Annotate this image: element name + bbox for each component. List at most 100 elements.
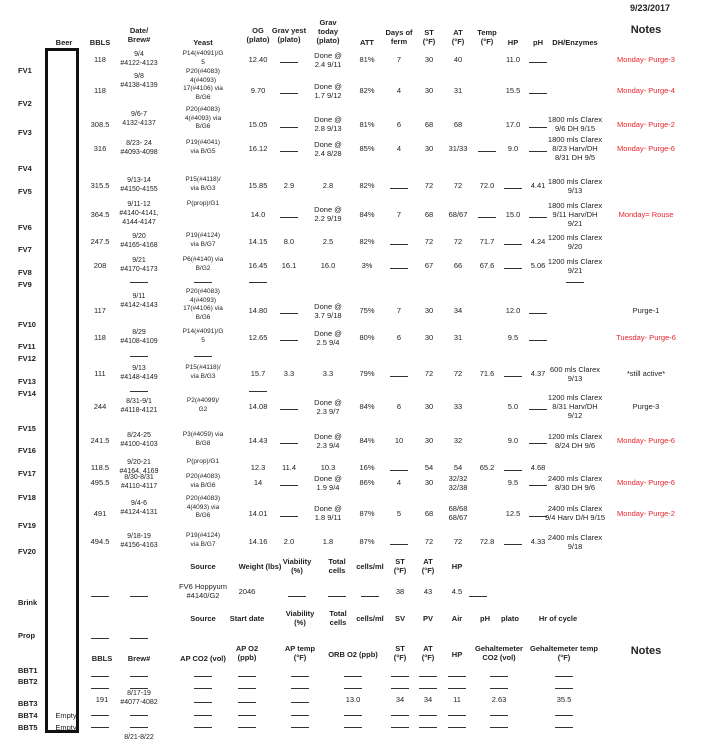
bbls-header: BBLS [89,38,111,47]
grav-today-cell: 16.0 [320,261,336,270]
prop-source-header: Source [190,614,216,623]
blank-line [555,676,573,677]
bbt3-at: 34 [423,695,433,704]
att-cell: 16% [359,463,375,472]
brew-cell: 9/13 #4148-4149 [120,365,158,381]
blank-line [194,702,212,703]
blank-line [448,727,466,728]
yeast-header: Yeast [193,38,213,47]
grav-yest-cell [280,151,298,152]
grav-yest-cell: 16.1 [281,261,297,270]
og-cell: 14.01 [248,508,268,518]
brink-at-header: AT (°F) [421,557,435,575]
temp-cell: 71.6 [479,369,495,378]
note-cell: Monday- Purge-2 [617,508,675,518]
st-cell: 30 [424,86,434,95]
grav-today-cell: Done @2.5 9/4 [314,328,342,347]
grav-yest-cell: 8.0 [283,237,295,246]
att-cell: 79% [359,369,375,378]
bbls-cell: 491 [93,508,107,518]
at-cell: 31/33 [448,144,468,153]
temp-cell: 72.0 [479,181,495,190]
hp-cell [504,188,522,189]
days-cell: 7 [396,55,402,64]
att-cell: 84% [359,402,375,411]
dh-cell: 1800 mls Clarex 8/23 Harv/DH 8/31 DH 9/5 [547,135,603,162]
brink-hp: 4.5 [451,587,463,596]
grav-today-cell: Done @2.3 9/7 [314,397,342,416]
fv-label: FV7 [18,245,32,254]
blank-line [238,715,256,716]
blank-line [291,702,309,703]
hp-cell: 12.5 [505,508,521,518]
bbls-cell: 111 [94,369,106,378]
brew-cell: 9/21 #4170-4173 [120,257,158,273]
og-cell: 12.40 [248,55,268,64]
bbt-gt-header: Gehaltemeter temp (°F) [530,644,598,662]
note-cell: Monday- Purge-6 [617,478,675,487]
grav-today-cell: Done @2.4 8/28 [314,139,342,158]
att-cell: 86% [359,478,375,487]
hp-cell: 17.0 [505,119,521,129]
blank-line [448,688,466,689]
fv-label: FV5 [18,187,32,196]
blank-line [566,282,584,283]
temp-cell: 65.2 [479,463,495,472]
days-cell [390,268,408,269]
hp-cell: 9.0 [507,436,519,445]
blank-line [91,727,109,728]
st-cell: 30 [424,333,434,342]
ph-cell: 4.68 [530,463,546,472]
grav-today-header: Grav today (plato) [316,18,340,45]
bbls-cell: 241.5 [90,436,110,445]
blank-line [555,688,573,689]
blank-line [130,391,148,392]
bbt-label: BBT5 [18,723,38,732]
hp-cell [504,470,522,471]
brink-st: 38 [395,587,405,596]
bbt-label: BBT3 [18,699,38,708]
temp-cell: 67.6 [479,261,495,270]
note-cell: Monday- Purge-3 [617,55,675,64]
blank-line [130,727,148,728]
dh-cell: 1800 mls Clarex 9/6 DH 9/15 [547,115,603,133]
att-cell: 3% [361,261,373,270]
grav-yest-cell: 3.3 [283,369,295,378]
at-cell: 32 [453,436,463,445]
grav-yest-cell [280,485,298,486]
hp-cell: 15.5 [505,86,521,95]
yeast-cell: P(prop)/G1 [186,458,220,465]
yeast-cell: P14(#4091)/G 5 [182,328,224,344]
blank-line [391,727,409,728]
grav-today-cell: Done @3.7 9/18 [314,301,342,320]
bbt-bbls-header: BBLS [91,654,113,663]
att-cell: 84% [359,436,375,445]
yeast-cell: P2(#4099)/G2 [186,397,220,413]
att-cell: 85% [359,144,375,153]
st-cell: 30 [424,55,434,64]
bbt3-brew: 8/17-19 #4077-4082 [120,690,158,706]
note-cell: Purge-3 [632,402,660,411]
og-cell: 14.80 [248,306,268,315]
grav-yest-cell [280,126,298,128]
brew-cell: 9/11 #4142-4143 [120,293,158,309]
blank-line [238,676,256,677]
yeast-cell: P3(#4059) via B/G8 [182,431,224,447]
hp-cell: 12.0 [505,306,521,315]
grav-yest-cell [280,216,298,218]
blank-line [391,676,409,677]
blank-line [91,596,109,597]
hp-cell [504,376,522,377]
blank-line [361,596,379,597]
att-cell: 81% [359,55,375,64]
date-brew-header: Date/Brew# [127,26,151,44]
days-cell: 7 [396,306,402,315]
grav-today-cell: Done @2.8 9/13 [314,115,342,133]
days-cell: 10 [394,436,404,445]
blank-line [344,688,362,689]
og-cell: 14.0 [250,209,266,219]
blank-line [91,638,109,639]
blank-line [419,676,437,677]
brink-total-header: Total cells [328,557,346,575]
days-cell: 6 [396,333,402,342]
